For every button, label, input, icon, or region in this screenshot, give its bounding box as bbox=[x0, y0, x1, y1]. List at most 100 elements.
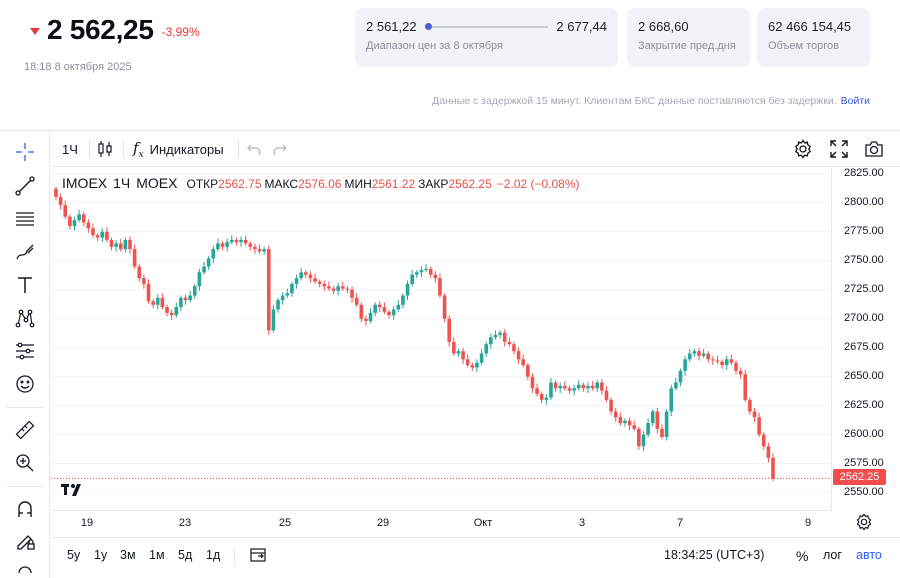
quote-header: 2 562,25 -3,99% bbox=[30, 14, 200, 46]
range-3m[interactable]: 3м bbox=[120, 548, 136, 562]
chart-toolbar: 1Ч fx Индикаторы bbox=[51, 131, 900, 167]
day-range-card: 2 561,22 2 677,44 Диапазон цен за 8 октя… bbox=[355, 8, 618, 67]
candle bbox=[650, 411, 655, 424]
interval-button[interactable]: 1Ч bbox=[62, 141, 78, 157]
magnet-icon[interactable] bbox=[13, 497, 37, 521]
lock-drawings-icon[interactable] bbox=[13, 529, 37, 553]
candle bbox=[114, 243, 118, 247]
candle bbox=[687, 353, 692, 360]
candle bbox=[165, 307, 169, 313]
legend-exchange: MOEX bbox=[136, 175, 178, 191]
redo-icon[interactable] bbox=[273, 131, 287, 167]
candle bbox=[188, 295, 192, 301]
price-tick-label: 2725.00 bbox=[844, 282, 884, 295]
settings-gear-icon[interactable] bbox=[793, 131, 813, 167]
range-1y[interactable]: 1y bbox=[94, 548, 108, 562]
last-price: 2 562,25 bbox=[47, 14, 154, 45]
pattern-icon[interactable] bbox=[13, 306, 37, 330]
candle bbox=[553, 382, 558, 389]
ruler-icon[interactable] bbox=[13, 418, 37, 442]
time-tick-label: 23 bbox=[178, 517, 192, 529]
crosshair-icon[interactable] bbox=[13, 140, 37, 164]
candle bbox=[489, 337, 493, 345]
time-tick-label: 9 bbox=[804, 517, 812, 529]
candle bbox=[493, 334, 498, 338]
candle bbox=[724, 359, 729, 366]
candle bbox=[738, 370, 743, 375]
candle bbox=[669, 388, 674, 412]
brush-icon[interactable] bbox=[13, 240, 37, 264]
range-1d[interactable]: 1д bbox=[206, 548, 221, 562]
more-tools-icon[interactable] bbox=[13, 559, 37, 577]
candle bbox=[706, 353, 711, 360]
prev-close-label: Закрытие пред.дня bbox=[638, 40, 736, 52]
login-link[interactable]: Войти bbox=[840, 95, 870, 107]
quote-timestamp: 18:18 8 октября 2025 bbox=[24, 61, 132, 73]
candle bbox=[641, 434, 646, 447]
candle bbox=[132, 249, 137, 267]
range-1m[interactable]: 1м bbox=[149, 548, 165, 562]
price-axis[interactable]: 2825.00 2800.00 2775.00 2750.00 2725.00 2700.… bbox=[831, 167, 900, 510]
candle bbox=[197, 272, 202, 287]
percent-scale-toggle[interactable]: % bbox=[796, 548, 809, 564]
undo-icon[interactable] bbox=[247, 131, 261, 167]
time-axis[interactable]: 19 23 25 29 Окт 3 7 9 bbox=[51, 510, 831, 536]
drawing-toolbar bbox=[0, 131, 50, 578]
candle bbox=[373, 304, 377, 313]
price-chart-plot[interactable] bbox=[51, 168, 831, 510]
range-5d[interactable]: 5д bbox=[178, 548, 193, 562]
zoom-in-icon[interactable] bbox=[13, 451, 37, 475]
clock-utc[interactable]: 18:34:25 (UTC+3) bbox=[664, 548, 765, 562]
candle bbox=[586, 385, 590, 389]
candle bbox=[674, 382, 678, 389]
candle bbox=[701, 353, 706, 356]
date-range-icon[interactable] bbox=[249, 546, 267, 567]
candle bbox=[632, 425, 637, 429]
candle bbox=[683, 359, 687, 371]
candle bbox=[345, 288, 350, 290]
candle bbox=[563, 385, 567, 389]
range-5y[interactable]: 5y bbox=[67, 548, 81, 562]
candle bbox=[253, 246, 257, 250]
horizontal-lines-icon[interactable] bbox=[13, 207, 37, 231]
legend-open-value: 2562.75 bbox=[218, 177, 262, 191]
emoji-icon[interactable] bbox=[13, 372, 37, 396]
toolbar-divider bbox=[238, 140, 239, 158]
legend-close-label: ЗАКР bbox=[418, 177, 449, 191]
candle bbox=[216, 243, 220, 250]
indicators-button[interactable]: fx Индикаторы bbox=[133, 131, 224, 167]
tradingview-logo-icon[interactable] bbox=[61, 482, 87, 500]
legend-high-label: МАКС bbox=[264, 177, 299, 191]
candle bbox=[479, 353, 484, 363]
candles-icon[interactable] bbox=[97, 131, 113, 167]
candle bbox=[752, 411, 757, 418]
candle bbox=[572, 388, 576, 391]
log-scale-toggle[interactable]: лог bbox=[823, 548, 842, 562]
candle bbox=[160, 297, 165, 308]
candle bbox=[771, 457, 775, 479]
candle bbox=[313, 278, 317, 282]
candle bbox=[142, 278, 146, 284]
chart-bottom-bar: 5y 1y 3м 1м 5д 1д 18:34:25 (UTC+3) % лог… bbox=[51, 537, 900, 578]
camera-icon[interactable] bbox=[864, 131, 884, 167]
auto-scale-toggle[interactable]: авто bbox=[856, 548, 882, 562]
axis-settings-icon[interactable] bbox=[855, 513, 873, 531]
legend-low-label: МИН bbox=[344, 177, 372, 191]
fullscreen-icon[interactable] bbox=[830, 131, 848, 167]
measure-lines-icon[interactable] bbox=[13, 339, 37, 363]
candle bbox=[109, 239, 114, 247]
bottom-divider bbox=[234, 549, 235, 565]
candle bbox=[470, 365, 475, 368]
trend-line-icon[interactable] bbox=[13, 174, 37, 198]
volume-value: 62 466 154,45 bbox=[768, 19, 852, 34]
last-price-label: 2562.25 bbox=[833, 469, 886, 486]
candle bbox=[410, 274, 414, 284]
text-tool-icon[interactable] bbox=[13, 273, 37, 297]
candle bbox=[262, 249, 266, 252]
candle bbox=[248, 243, 253, 247]
candle bbox=[77, 214, 81, 221]
legend-open-label: ОТКР bbox=[186, 177, 219, 191]
delay-notice: Данные с задержкой 15 минут. Клиентам БК… bbox=[432, 95, 870, 107]
candle bbox=[280, 295, 285, 301]
candle bbox=[303, 272, 308, 275]
